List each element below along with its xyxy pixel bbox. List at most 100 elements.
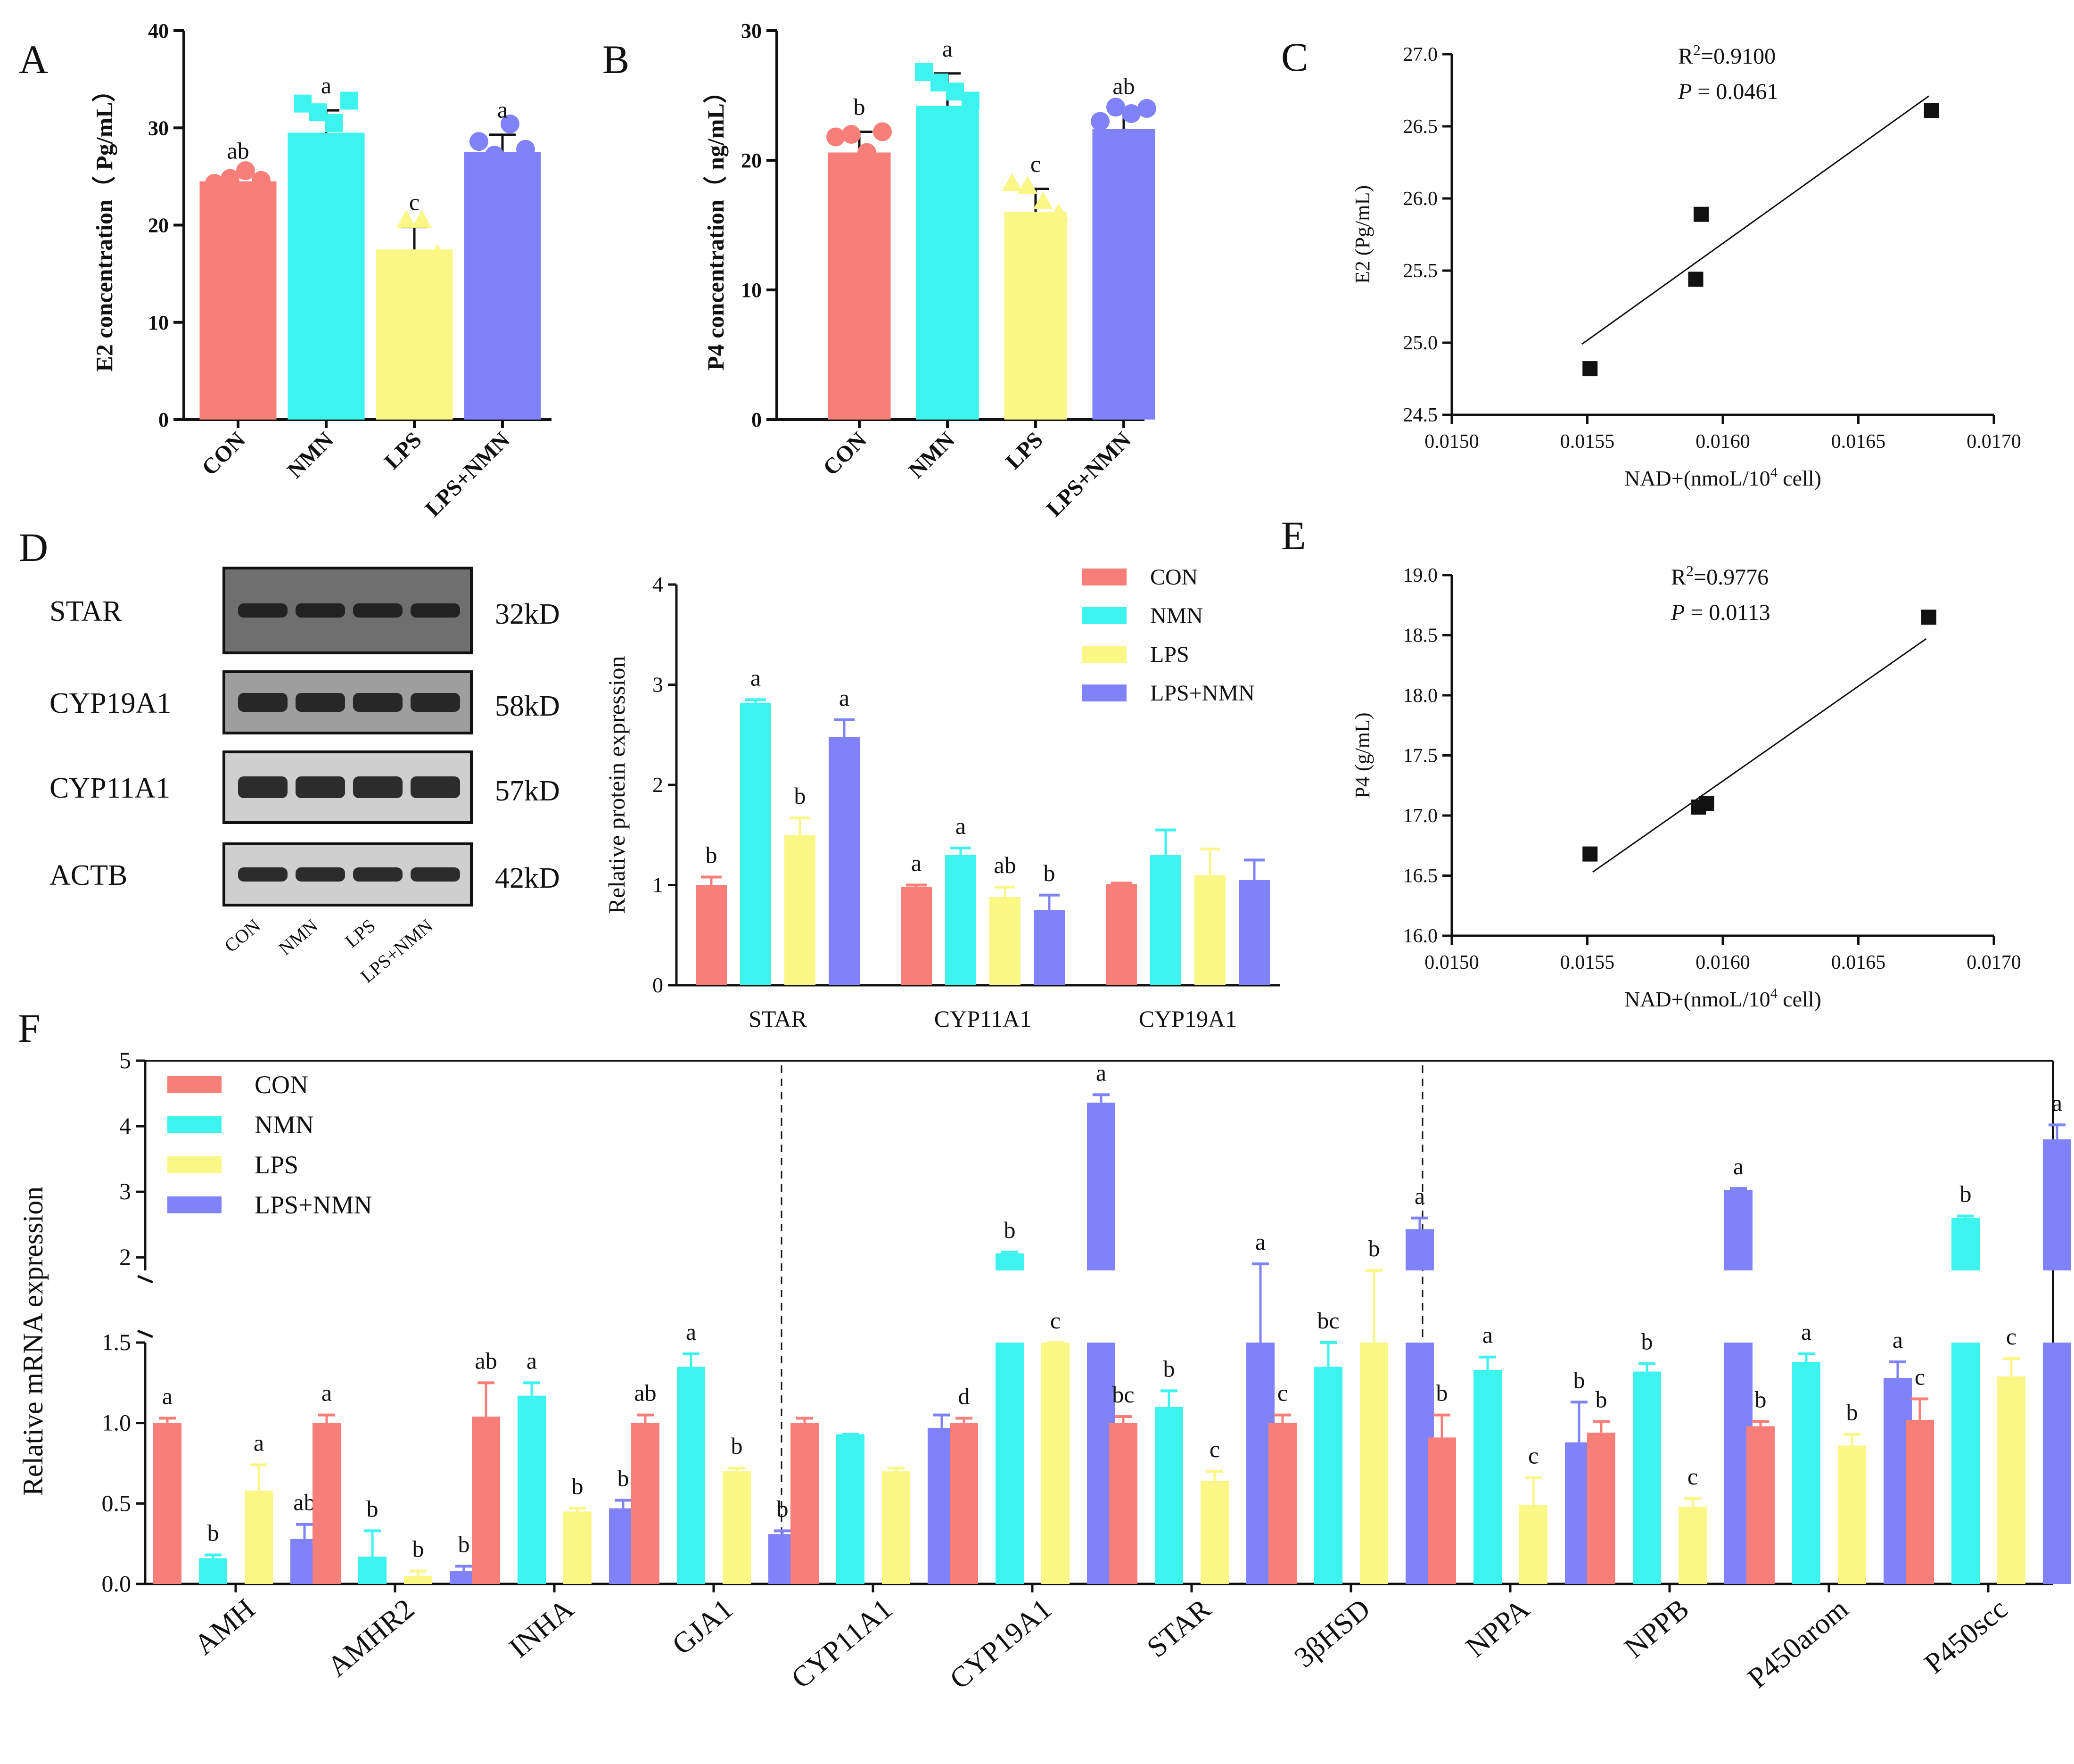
error-cap: [1911, 1397, 1928, 1401]
y-tick-label: 5: [119, 1047, 131, 1073]
bar-con: [199, 181, 277, 420]
bar-con-6: [1109, 1423, 1137, 1584]
blot-protein-label: STAR: [49, 595, 122, 627]
y-axis-title: P4 (g/mL): [1351, 712, 1374, 798]
data-point: [857, 143, 876, 162]
error-cap: [1433, 1413, 1450, 1417]
significance-letter: b: [617, 1465, 629, 1492]
error-bar: [1691, 1499, 1694, 1507]
error-cap: [1593, 1420, 1610, 1423]
error-cap: [1844, 1433, 1860, 1436]
blot-band: [353, 603, 403, 618]
y-tick-label: 0.5: [102, 1490, 132, 1516]
error-cap: [1252, 1262, 1269, 1266]
data-point: [1122, 104, 1141, 123]
panel-a: A 0 10 20 30 40 E2 concentration（ Pg/mL） ab CON a…: [19, 19, 551, 521]
bar-lps-cyp11a1: [989, 897, 1021, 985]
error-cap: [318, 1413, 335, 1417]
y-tick-label: 10: [741, 279, 762, 302]
y-tick-label: 3: [652, 673, 663, 697]
error-bar: [1259, 1264, 1262, 1343]
y-tick-label: 17.5: [1403, 745, 1438, 767]
significance-letter: ab: [293, 1489, 315, 1516]
bar-upper-segment: [996, 1253, 1024, 1270]
significance-letter: c: [1030, 151, 1041, 177]
error-bar: [959, 848, 962, 855]
x-tick-label: LPS+NMN: [1042, 427, 1136, 521]
error-bar: [485, 1383, 487, 1417]
y-tick-label: 30: [741, 19, 762, 42]
r-squared-label: R2=0.9100: [1678, 41, 1776, 69]
significance-letter: bc: [1317, 1307, 1339, 1334]
bar-lps-7: [1360, 1343, 1388, 1584]
error-cap: [477, 1381, 494, 1385]
x-tick-label: NPPB: [1618, 1593, 1695, 1665]
error-cap: [1115, 1415, 1132, 1418]
error-cap: [995, 885, 1015, 889]
bar-nmn-cyp11a1: [945, 855, 976, 985]
error-cap: [906, 883, 927, 887]
significance-letter: a: [1801, 1319, 1811, 1345]
y-tick-label: 25.0: [1403, 332, 1438, 354]
error-cap: [2003, 1357, 2020, 1360]
error-bar: [371, 1531, 374, 1557]
error-cap: [1155, 828, 1176, 832]
y-tick-label: 18.0: [1403, 685, 1438, 707]
significance-letter: c: [1528, 1443, 1539, 1469]
significance-letter: b: [572, 1473, 584, 1500]
bar-lps-cyp19a1: [1194, 875, 1226, 985]
error-cap: [159, 1417, 176, 1420]
significance-letter: d: [958, 1383, 970, 1409]
error-cap: [523, 1381, 540, 1385]
data-point: [1582, 361, 1598, 377]
bar-con-1: [313, 1423, 341, 1584]
x-axis-title: NAD+(nmoL/104 cell): [1624, 986, 1821, 1011]
error-cap: [1093, 1093, 1110, 1096]
significance-letter: a: [1893, 1327, 1903, 1353]
significance-letter: c: [1687, 1463, 1698, 1490]
data-point: [205, 173, 224, 193]
blot-protein-label: CYP19A1: [49, 687, 171, 719]
significance-letter: c: [409, 189, 420, 215]
error-bar: [622, 1500, 625, 1508]
data-point: [236, 161, 255, 180]
bar-nmn-0: [199, 1558, 227, 1584]
error-bar: [843, 719, 846, 737]
bar-nmn-5: [996, 1343, 1024, 1584]
data-point: [325, 114, 343, 132]
x-tick-label: CYP19A1: [944, 1593, 1058, 1696]
bar-lps-star: [784, 835, 815, 985]
bar-nmn-2: [518, 1395, 546, 1584]
data-point: [294, 94, 312, 113]
bar-nmn: [916, 106, 979, 420]
significance-letter: b: [731, 1433, 743, 1459]
x-axis-title: NAD+(nmoL/104 cell): [1624, 465, 1821, 490]
bar-upper-segment: [1406, 1229, 1434, 1270]
x-tick-label: P450scc: [1918, 1593, 2014, 1680]
data-point: [1921, 610, 1936, 625]
significance-letter: c: [1050, 1307, 1061, 1334]
error-cap: [1039, 893, 1060, 897]
significance-letter: a: [254, 1429, 264, 1456]
legend-label: NMN: [255, 1111, 314, 1139]
error-bar: [1004, 887, 1006, 897]
data-point: [1699, 796, 1714, 811]
x-tick-label: NMN: [282, 427, 338, 483]
error-bar: [1896, 1361, 1899, 1378]
x-tick-label: STAR: [749, 1006, 807, 1032]
error-cap: [1752, 1420, 1769, 1423]
error-cap: [1366, 1269, 1383, 1272]
error-bar: [895, 1468, 897, 1472]
panel-label: D: [19, 525, 48, 570]
blot-band: [296, 693, 345, 712]
bar-lps-nmn-star: [829, 737, 860, 985]
x-tick-label: 0.0160: [1695, 952, 1750, 973]
bar-lps-nmn-cyp19a1: [1239, 880, 1270, 985]
bar-lps: [1004, 212, 1067, 420]
error-cap: [1200, 848, 1220, 850]
bar-upper-segment: [1951, 1218, 1980, 1270]
x-tick-label: STAR: [1141, 1592, 1218, 1664]
error-bar: [166, 1418, 169, 1423]
legend-label: NMN: [1150, 603, 1203, 628]
